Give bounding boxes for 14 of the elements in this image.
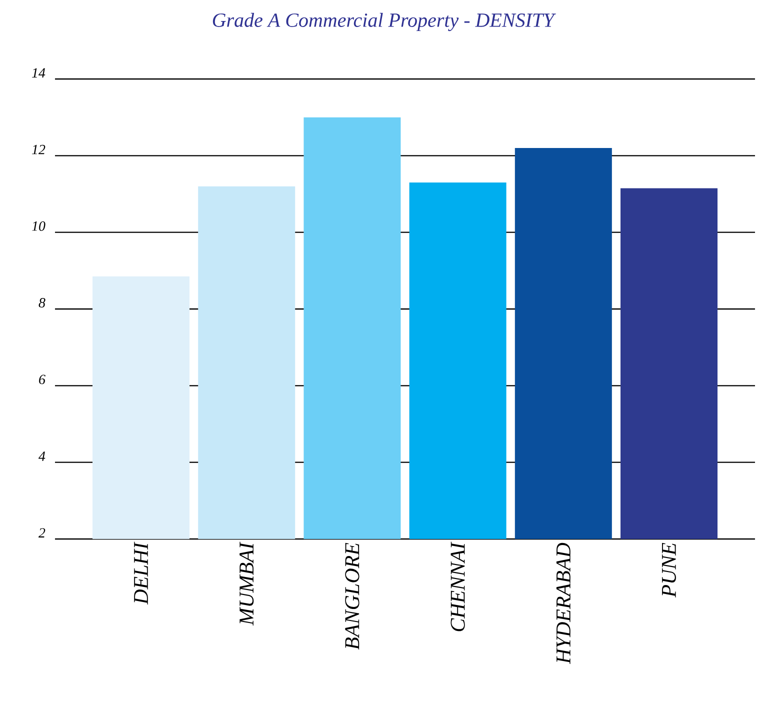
y-tick-label: 6 [39,374,46,384]
y-tick-label: 10 [32,221,46,231]
y-tick-label: 2 [38,528,46,538]
y-tick-label: 12 [32,144,46,154]
y-tick-label: 14 [32,68,46,78]
x-tick-label: BANGLORE [345,542,360,650]
y-tick-label: 4 [38,452,46,461]
x-tick-label: PUNE [662,542,676,598]
x-tick-label: DELHI [134,542,148,605]
x-tick-label: HYDERABAD [556,542,570,664]
chart-title: Grade A Commercial Property - DENSITY [212,12,556,32]
y-tick-label: 8 [38,298,46,308]
x-tick-label: CHENNAI [450,542,465,632]
x-tick-label: MUMBAI [240,542,254,626]
